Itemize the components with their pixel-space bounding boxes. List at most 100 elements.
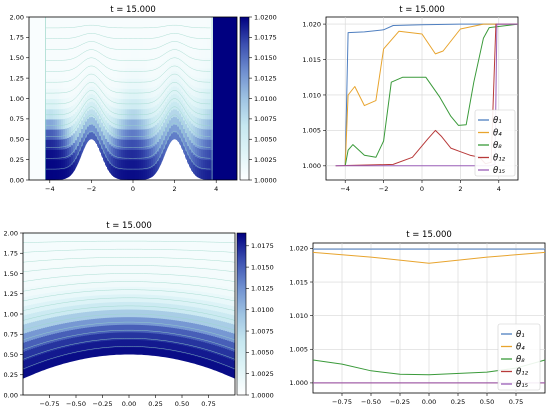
heatmap-cell bbox=[73, 233, 76, 242]
heatmap-cell bbox=[71, 329, 74, 339]
heatmap-cell bbox=[191, 132, 194, 144]
heatmap-cell bbox=[165, 233, 168, 242]
heatmap-cell bbox=[147, 255, 150, 265]
heatmap-cell bbox=[99, 59, 102, 69]
heatmap-cell bbox=[173, 280, 176, 289]
heatmap-cell bbox=[89, 264, 92, 273]
heatmap-cell bbox=[203, 57, 206, 69]
heatmap-cell bbox=[129, 17, 132, 28]
heatmap-cell bbox=[125, 159, 128, 171]
heatmap-cell bbox=[189, 139, 192, 150]
heatmap-cell bbox=[77, 136, 80, 147]
heatmap-cell bbox=[87, 334, 90, 344]
heatmap-cell bbox=[135, 159, 138, 171]
heatmap-cell bbox=[95, 103, 98, 113]
heatmap-cell bbox=[97, 106, 100, 116]
heatmap-cell bbox=[137, 309, 140, 318]
heatmap-cell bbox=[159, 263, 162, 273]
heatmap-cell bbox=[147, 67, 150, 79]
heatmap-cell bbox=[149, 255, 152, 265]
heatmap-cell bbox=[225, 357, 228, 367]
heatmap-cell bbox=[191, 330, 194, 340]
heatmap-cell bbox=[211, 309, 214, 319]
heatmap-cell bbox=[197, 290, 200, 300]
heatmap-cell bbox=[229, 367, 232, 378]
heatmap-cell bbox=[89, 39, 92, 49]
heatmap-cell bbox=[85, 112, 88, 122]
heatmap-cell bbox=[93, 32, 96, 41]
heatmap-cell bbox=[129, 339, 132, 348]
heatmap-cell bbox=[181, 17, 184, 26]
heatmap-cell bbox=[217, 17, 220, 180]
heatmap-cell bbox=[151, 147, 154, 158]
heatmap-cell bbox=[161, 271, 164, 281]
heatmap-cell bbox=[135, 301, 138, 310]
heatmap-cell bbox=[71, 46, 74, 57]
heatmap-cell bbox=[151, 301, 154, 311]
heatmap-cell bbox=[141, 339, 144, 348]
coordinate-line bbox=[23, 281, 235, 292]
heatmap-cell bbox=[155, 340, 158, 349]
heatmap-cell bbox=[221, 329, 224, 339]
heatmap-cell bbox=[115, 117, 118, 129]
heatmap-cell bbox=[201, 316, 204, 326]
heatmap-cell bbox=[143, 88, 146, 99]
heatmap-cell bbox=[123, 78, 126, 89]
heatmap-cell bbox=[65, 273, 68, 283]
heatmap-cell bbox=[209, 57, 212, 69]
heatmap-cell bbox=[89, 349, 92, 359]
heatmap-cell bbox=[53, 233, 56, 242]
heatmap-cell bbox=[223, 338, 226, 349]
heatmap-cell bbox=[113, 87, 116, 98]
heatmap-cell bbox=[109, 324, 112, 333]
heatmap-cell bbox=[159, 157, 162, 167]
heatmap-cell bbox=[151, 57, 154, 68]
y-tick-label: 0.00 bbox=[10, 176, 24, 184]
heatmap-cell bbox=[27, 250, 30, 261]
heatmap-cell bbox=[93, 271, 96, 281]
heatmap-cell bbox=[99, 25, 102, 35]
heatmap-cell bbox=[87, 319, 90, 328]
heatmap-cell bbox=[61, 241, 64, 251]
heatmap-cell bbox=[93, 349, 96, 358]
heatmap-cell bbox=[115, 77, 118, 89]
heatmap-cell bbox=[79, 272, 82, 282]
heatmap-cell bbox=[73, 289, 76, 298]
heatmap-cell bbox=[191, 233, 194, 242]
heatmap-cell bbox=[125, 248, 128, 257]
heatmap-cell bbox=[95, 127, 98, 137]
heatmap-cell bbox=[153, 46, 156, 58]
heatmap-cell bbox=[125, 316, 128, 325]
heatmap-cell bbox=[57, 282, 60, 292]
heatmap-cell bbox=[85, 40, 88, 50]
heatmap-cell bbox=[145, 138, 148, 150]
heatmap-cell bbox=[97, 310, 100, 319]
heatmap-cell bbox=[181, 116, 184, 126]
heatmap-cell bbox=[99, 233, 102, 242]
heatmap-cell bbox=[145, 286, 148, 295]
heatmap-cell bbox=[47, 149, 50, 161]
heatmap-cell bbox=[77, 154, 80, 165]
heatmap-cell bbox=[127, 331, 130, 340]
heatmap-cell bbox=[77, 352, 80, 361]
heatmap-cell bbox=[29, 313, 32, 323]
heatmap-cell bbox=[59, 108, 62, 120]
heatmap-cell bbox=[135, 57, 138, 69]
heatmap-cell bbox=[65, 241, 68, 250]
heatmap-cell bbox=[91, 248, 94, 257]
heatmap-cell bbox=[77, 26, 80, 36]
heatmap-cell bbox=[197, 77, 200, 88]
heatmap-cell bbox=[147, 317, 150, 326]
heatmap-cell bbox=[77, 233, 80, 242]
heatmap-cell bbox=[193, 249, 196, 259]
heatmap-cell bbox=[95, 135, 98, 145]
heatmap-cell bbox=[195, 56, 198, 68]
heatmap-cell bbox=[49, 342, 52, 352]
heatmap-cell bbox=[135, 67, 138, 79]
y-tick-label: 0.25 bbox=[4, 371, 18, 379]
heatmap-cell bbox=[175, 280, 178, 289]
heatmap-cell bbox=[147, 240, 150, 249]
heatmap-cell bbox=[99, 256, 102, 265]
heatmap-cell bbox=[59, 340, 62, 349]
heatmap-cell bbox=[133, 263, 136, 272]
